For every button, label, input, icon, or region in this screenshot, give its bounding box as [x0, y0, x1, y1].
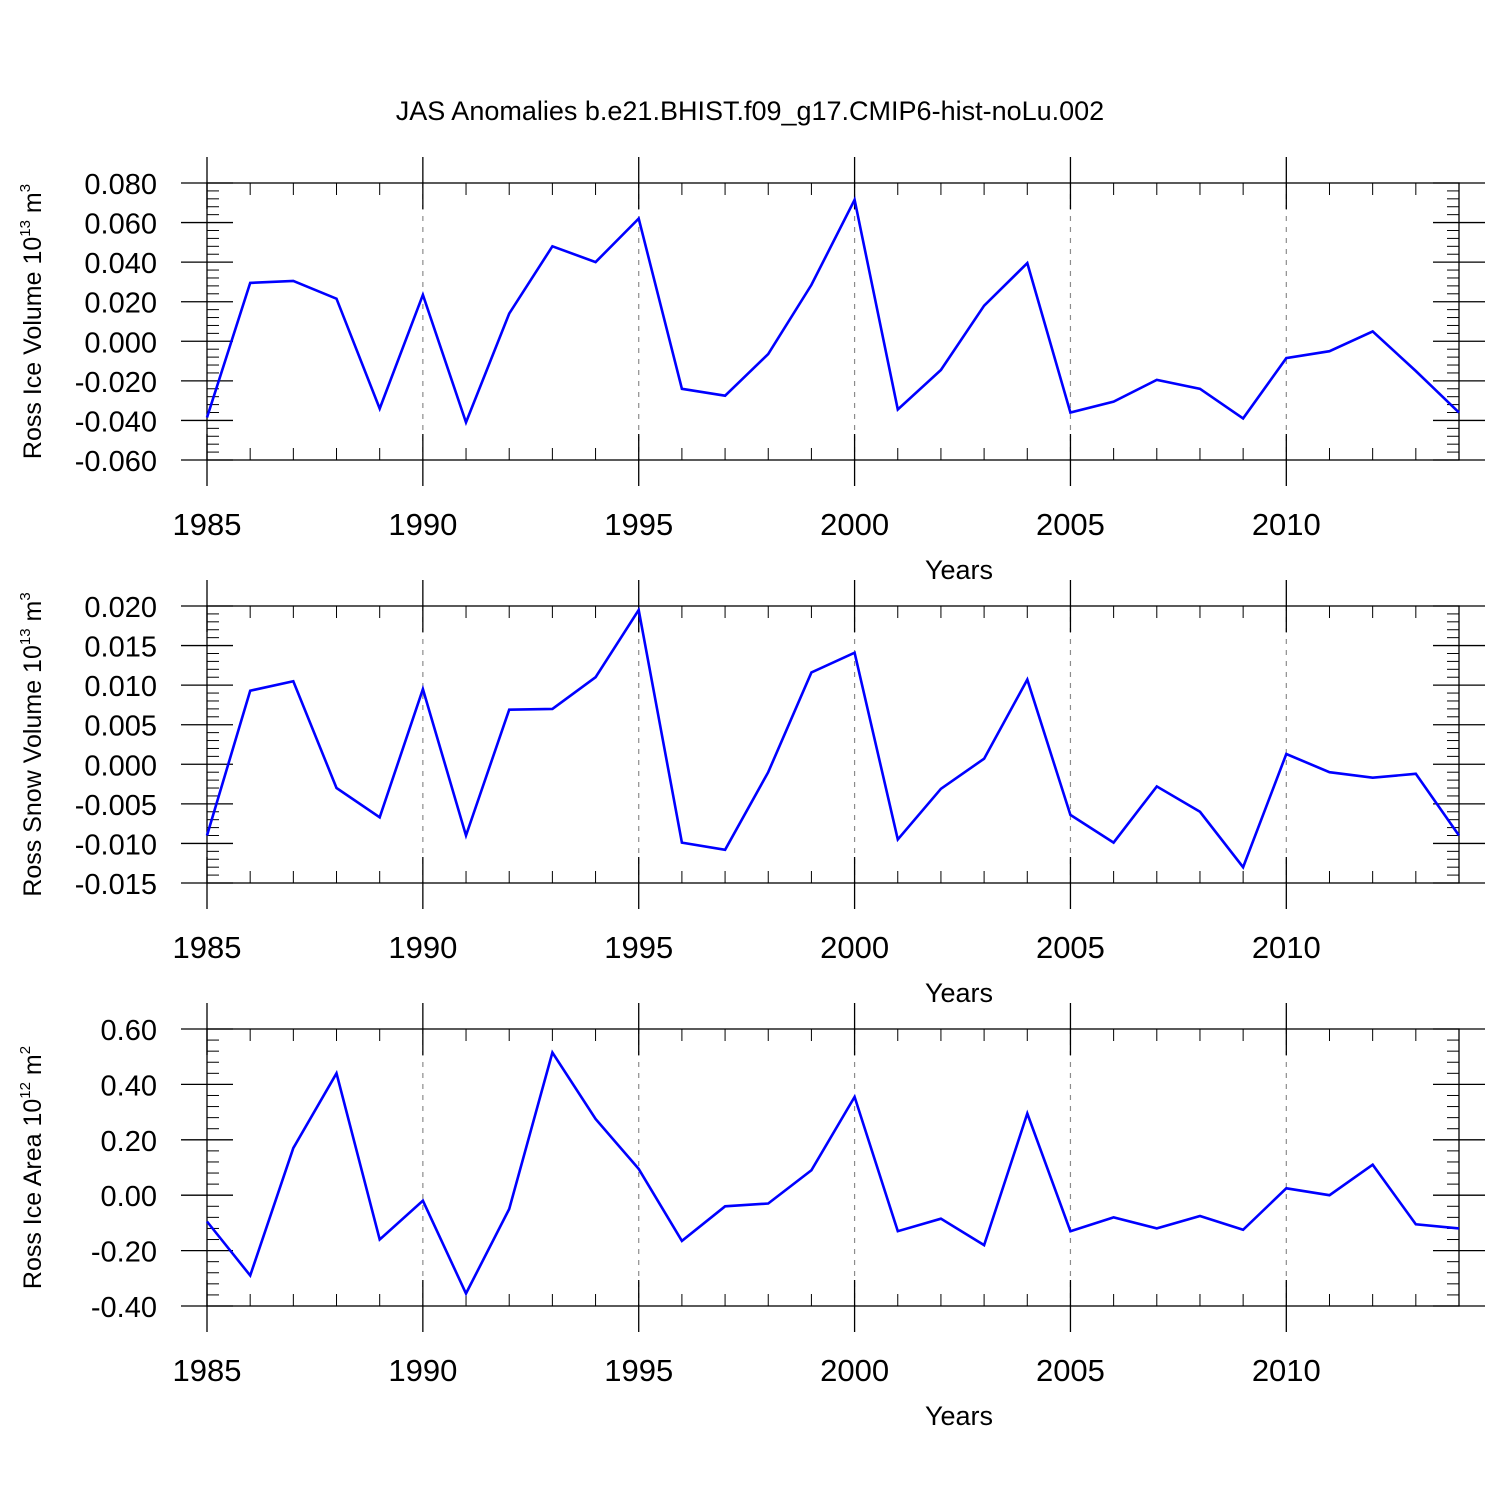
x-tick-label: 2005: [1036, 507, 1105, 542]
y-tick-label: 0.080: [84, 169, 157, 201]
plot-frame: [206, 1028, 1460, 1307]
y-tick-label: -0.060: [75, 446, 157, 478]
x-tick-label: 2005: [1036, 930, 1105, 965]
y-tick-label: -0.040: [75, 406, 157, 438]
y-tick-label: 0.020: [84, 592, 157, 624]
x-tick-label: 1985: [173, 1353, 242, 1388]
y-tick-label: 0.40: [101, 1070, 157, 1102]
y-tick-label: 0.60: [101, 1015, 157, 1047]
x-tick-label: 2000: [820, 1353, 889, 1388]
y-tick-label: -0.010: [75, 829, 157, 861]
y-axis-label: Ross Snow Volume 1013 m3: [17, 592, 47, 896]
y-tick-label: -0.015: [75, 869, 157, 901]
x-tick-label: 1995: [604, 507, 673, 542]
x-tick-label: 1995: [604, 1353, 673, 1388]
y-tick-label: 0.20: [101, 1126, 157, 1158]
x-tick-label: 2010: [1252, 507, 1321, 542]
y-tick-label: 0.015: [84, 632, 157, 664]
y-tick-label: 0.000: [84, 750, 157, 782]
x-tick-label: 2000: [820, 930, 889, 965]
x-tick-label: 1990: [388, 930, 457, 965]
y-tick-label: 0.060: [84, 209, 157, 241]
y-tick-label: 0.040: [84, 248, 157, 280]
series-line: [205, 606, 1461, 870]
x-tick-label: 2010: [1252, 1353, 1321, 1388]
x-tick-label: 2010: [1252, 930, 1321, 965]
series-line: [205, 195, 1460, 427]
x-tick-label: 2000: [820, 507, 889, 542]
series-line: [205, 1049, 1460, 1297]
x-axis-label: Years: [925, 555, 993, 585]
y-tick-label: 0.005: [84, 711, 157, 743]
x-axis-label: Years: [925, 1401, 993, 1431]
y-tick-label: -0.40: [91, 1292, 157, 1324]
plot-frame: [206, 182, 1460, 461]
x-tick-label: 1985: [173, 507, 242, 542]
y-axis-label: Ross Ice Volume 1013 m3: [17, 184, 47, 459]
y-tick-label: 0.00: [101, 1181, 157, 1213]
y-tick-label: -0.020: [75, 367, 157, 399]
y-tick-label: 0.010: [84, 671, 157, 703]
figure-title: JAS Anomalies b.e21.BHIST.f09_g17.CMIP6-…: [396, 96, 1104, 126]
x-tick-label: 1985: [173, 930, 242, 965]
y-tick-label: 0.000: [84, 327, 157, 359]
y-tick-label: -0.005: [75, 790, 157, 822]
x-tick-label: 1990: [388, 1353, 457, 1388]
y-axis-label: Ross Ice Area 1012 m2: [17, 1046, 47, 1289]
y-tick-label: -0.20: [91, 1237, 157, 1269]
x-axis-label: Years: [925, 978, 993, 1008]
x-tick-label: 2005: [1036, 1353, 1105, 1388]
x-tick-label: 1995: [604, 930, 673, 965]
panel-ice-volume: -0.060 -0.040 -0.020 0.000 0.020 0.040 0.060 0.…: [17, 157, 1485, 585]
panel-snow-volume: -0.015 -0.010 -0.005 0.000 0.005 0.010 0.015 0.…: [17, 580, 1485, 1008]
panel-ice-area: -0.40 -0.20 0.00 0.20 0.40 0.60 1985 1990 1995 20…: [17, 1003, 1485, 1431]
y-tick-label: 0.020: [84, 288, 157, 320]
plot-frame: [206, 605, 1460, 884]
x-tick-label: 1990: [388, 507, 457, 542]
